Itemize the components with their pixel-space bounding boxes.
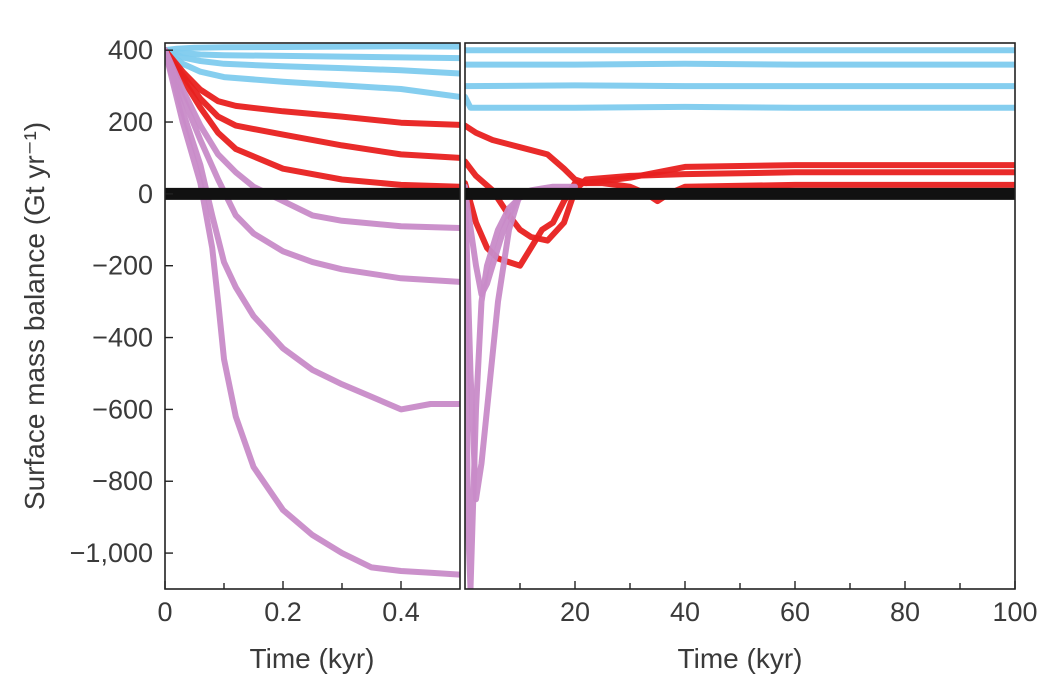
- y-tick-label: 400: [108, 35, 153, 65]
- left-series-blue-1: [165, 43, 460, 54]
- right-series-red-5: [465, 122, 1015, 187]
- y-tick-label: −600: [92, 394, 153, 424]
- right-axis-ticks: 20 40 60 80 100: [519, 581, 1038, 627]
- right-series-blue-3: [465, 82, 1015, 90]
- right-x-tick-label: 40: [670, 597, 700, 627]
- left-series-purple-9: [165, 47, 460, 285]
- y-tick-label: 0: [138, 179, 153, 209]
- y-tick-label: −400: [92, 323, 153, 353]
- right-x-tick-label: 60: [780, 597, 810, 627]
- left-series-purple-10: [165, 47, 460, 413]
- left-series-blue-2: [165, 47, 460, 62]
- left-x-tick-label: 0.4: [382, 597, 420, 627]
- right-series-blue-2: [465, 60, 1015, 68]
- left-series-blue-3: [165, 47, 460, 77]
- left-panel: 0 0.2 0.4 400 200 0 −200 −400 −600 −800 −1,000 Tim…: [70, 35, 461, 674]
- right-x-axis-title: Time (kyr): [678, 643, 803, 674]
- y-axis-title: Surface mass balance (Gt yr⁻¹): [19, 122, 50, 510]
- y-tick-label: 200: [108, 107, 153, 137]
- left-x-axis-title: Time (kyr): [250, 643, 375, 674]
- left-series-red-5: [165, 47, 460, 128]
- right-x-tick-label: 20: [560, 597, 590, 627]
- right-series-group: [465, 47, 1015, 589]
- y-tick-label: −1,000: [70, 538, 153, 568]
- right-x-tick-label: 100: [992, 597, 1037, 627]
- right-x-tick-label: 80: [890, 597, 920, 627]
- left-x-tick-label: 0.2: [264, 597, 302, 627]
- y-tick-label: −800: [92, 466, 153, 496]
- left-series-red-7: [165, 47, 460, 190]
- right-plot-frame: [464, 42, 1016, 590]
- left-axis-ticks: 0 0.2 0.4 400 200 0 −200 −400 −600 −800 −1,000: [70, 35, 420, 627]
- left-series-group: [165, 43, 460, 578]
- right-series-blue-4: [465, 93, 1015, 111]
- left-plot-frame: [164, 42, 461, 590]
- left-series-purple-11: [165, 47, 460, 578]
- y-tick-label: −200: [92, 251, 153, 281]
- right-panel: 20 40 60 80 100 Time (kyr): [464, 42, 1038, 674]
- left-x-tick-label: 0: [157, 597, 172, 627]
- left-series-purple-8: [165, 47, 460, 231]
- right-series-purple-9: [465, 187, 578, 589]
- left-series-blue-4: [165, 47, 460, 100]
